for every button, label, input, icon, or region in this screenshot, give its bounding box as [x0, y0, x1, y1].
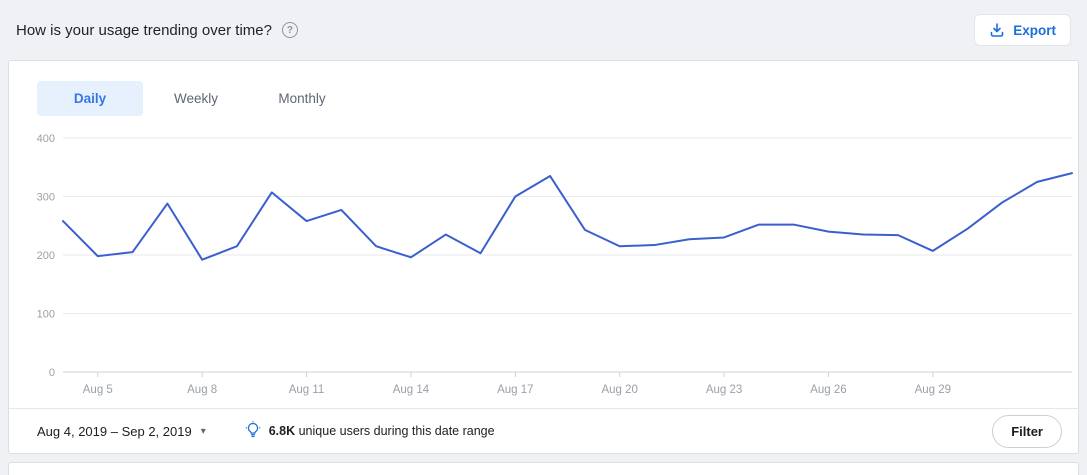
download-icon — [989, 22, 1005, 38]
usage-trend-card: Daily Weekly Monthly 0 100 200 300 400 Aug 5 A… — [8, 60, 1079, 454]
svg-text:Aug 26: Aug 26 — [810, 384, 846, 396]
svg-text:0: 0 — [49, 367, 55, 379]
tab-monthly[interactable]: Monthly — [278, 91, 326, 106]
svg-text:Aug 8: Aug 8 — [187, 384, 217, 396]
page-header: How is your usage trending over time? ? … — [0, 0, 1087, 60]
date-range-label: Aug 4, 2019 – Sep 2, 2019 — [37, 423, 192, 439]
date-range-selector[interactable]: Aug 4, 2019 – Sep 2, 2019 ▾ — [37, 424, 206, 439]
svg-text:Aug 23: Aug 23 — [706, 384, 742, 396]
insight-text: unique users during this date range — [298, 424, 495, 438]
tab-daily[interactable]: Daily — [37, 81, 143, 116]
insight-value: 6.8K — [268, 424, 296, 438]
help-icon[interactable]: ? — [281, 22, 298, 38]
usage-line-chart: 0 100 200 300 400 Aug 5 Aug 8 Aug 11 Aug 14 Aug 1… — [37, 133, 1073, 396]
tab-weekly[interactable]: Weekly — [173, 91, 218, 106]
svg-text:Aug 29: Aug 29 — [915, 384, 951, 396]
svg-text:Aug 17: Aug 17 — [497, 384, 533, 396]
export-button[interactable]: Export — [974, 14, 1071, 46]
svg-text:400: 400 — [37, 133, 55, 145]
svg-text:Aug 5: Aug 5 — [83, 384, 113, 396]
svg-text:Aug 11: Aug 11 — [289, 384, 325, 396]
card-footer: Aug 4, 2019 – Sep 2, 2019 ▾ 6.8K unique … — [9, 408, 1078, 453]
svg-text:100: 100 — [37, 309, 55, 321]
svg-text:200: 200 — [37, 250, 55, 262]
caret-down-icon: ▾ — [200, 425, 206, 437]
next-card-peek — [8, 462, 1079, 475]
insight-callout: 6.8K unique users during this date range — [244, 420, 495, 442]
chart-area: 0 100 200 300 400 Aug 5 Aug 8 Aug 11 Aug 14 Aug 1… — [9, 122, 1078, 406]
svg-text:300: 300 — [37, 192, 55, 204]
export-label: Export — [1013, 22, 1056, 38]
granularity-tabs: Daily Weekly Monthly — [9, 61, 1078, 122]
lightbulb-icon — [244, 420, 262, 442]
svg-text:Aug 14: Aug 14 — [393, 384, 430, 396]
svg-text:Aug 20: Aug 20 — [601, 384, 637, 396]
filter-button[interactable]: Filter — [992, 414, 1062, 448]
page-title: How is your usage trending over time? — [16, 21, 272, 39]
